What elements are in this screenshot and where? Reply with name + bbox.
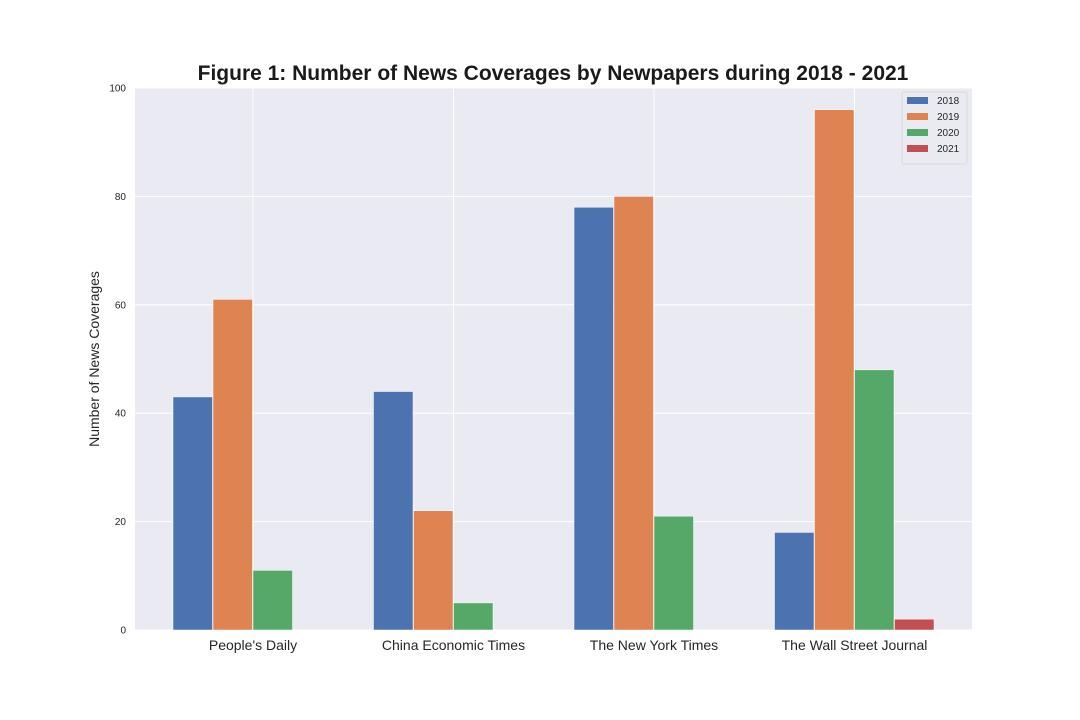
bar-2019-3 xyxy=(814,109,855,631)
y-tick-label: 60 xyxy=(115,300,127,311)
x-axis-ticks: People's Daily China Economic Times The Ne… xyxy=(209,637,928,653)
bar-2018-0 xyxy=(172,396,213,631)
bars xyxy=(172,109,935,631)
chart-title: Figure 1: Number of News Coverages by Ne… xyxy=(198,62,909,85)
y-axis-label: Number of News Coverages xyxy=(86,271,102,447)
legend-swatch-2020 xyxy=(907,129,928,136)
bar-2018-1 xyxy=(373,391,414,631)
y-tick-label: 100 xyxy=(109,84,126,95)
bar-2020-2 xyxy=(653,515,694,631)
legend-label-2021: 2021 xyxy=(937,144,960,155)
bar-2019-0 xyxy=(212,299,253,631)
bar-2021-3 xyxy=(894,618,935,631)
y-tick-label: 80 xyxy=(115,192,127,203)
legend-label-2020: 2020 xyxy=(937,128,960,139)
bar-2020-0 xyxy=(252,570,293,631)
bar-2018-2 xyxy=(573,206,614,631)
x-tick-label: China Economic Times xyxy=(382,637,525,653)
bar-2020-3 xyxy=(854,369,895,631)
bar-2018-3 xyxy=(774,532,815,631)
y-tick-label: 0 xyxy=(120,626,126,637)
bar-2020-1 xyxy=(453,602,494,631)
x-tick-label: The Wall Street Journal xyxy=(782,637,928,653)
x-tick-label: People's Daily xyxy=(209,637,297,653)
y-tick-label: 40 xyxy=(115,409,127,420)
y-axis-ticks: 0 20 40 60 80 100 xyxy=(109,84,126,637)
legend-label-2019: 2019 xyxy=(937,112,960,123)
legend-swatch-2021 xyxy=(907,145,928,152)
legend-swatch-2018 xyxy=(907,97,928,104)
y-tick-label: 20 xyxy=(115,517,127,528)
legend: 2018 2019 2020 2021 xyxy=(901,91,968,165)
legend-swatch-2019 xyxy=(907,113,928,120)
bar-2019-1 xyxy=(413,510,454,631)
x-tick-label: The New York Times xyxy=(590,637,718,653)
legend-label-2018: 2018 xyxy=(937,96,960,107)
bar-2019-2 xyxy=(613,196,654,631)
